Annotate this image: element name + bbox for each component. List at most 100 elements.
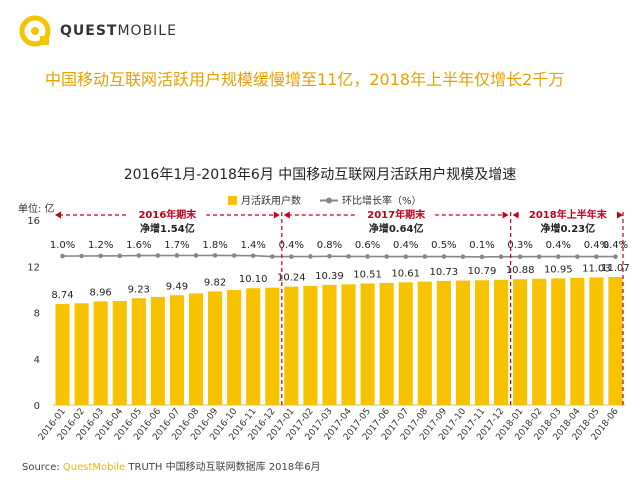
bar-value-label: 9.49 <box>166 281 188 292</box>
period-label-title: 2016年期末 <box>138 208 197 221</box>
bar <box>265 287 280 405</box>
bar <box>551 278 566 405</box>
y-tick-label: 12 <box>27 262 40 273</box>
bar-value-label: 10.39 <box>315 271 344 282</box>
growth-rate-point <box>498 254 504 260</box>
questmobile-logo-icon <box>19 15 51 47</box>
bar-value-label: 10.61 <box>391 268 420 279</box>
legend-bar-label: 月活跃用户数 <box>241 194 301 207</box>
bar-value-label: 9.23 <box>128 284 150 295</box>
growth-rate-point <box>575 254 580 259</box>
bar <box>494 279 509 405</box>
period-label-title: 2017年期末 <box>367 208 426 221</box>
page-headline: 中国移动互联网活跃用户规模缓慢增至11亿，2018年上半年仅增长2千万 <box>45 70 565 89</box>
growth-rate-point <box>594 254 599 259</box>
period-label-title: 2018年上半年末 <box>529 208 608 221</box>
growth-rate-point <box>403 254 409 259</box>
bar-value-label: 10.73 <box>430 267 459 278</box>
bar <box>112 300 127 405</box>
bar <box>169 295 184 405</box>
bar <box>417 281 432 405</box>
bar-value-label: 10.10 <box>239 274 268 285</box>
bar <box>131 298 146 405</box>
bar <box>608 277 623 405</box>
growth-rate-point <box>479 254 485 260</box>
bar-value-label: 10.88 <box>506 265 535 276</box>
growth-rate-point <box>79 253 84 259</box>
growth-rate-point <box>308 254 313 259</box>
bar-value-label: 8.74 <box>51 290 73 301</box>
bar <box>246 288 261 405</box>
period-label-delta: 净增1.54亿 <box>140 222 195 235</box>
period-arrow-left <box>55 211 61 219</box>
bar <box>589 277 604 405</box>
y-tick-label: 0 <box>34 401 40 412</box>
period-arrow-right <box>617 211 623 219</box>
growth-rate-point <box>212 253 218 258</box>
bar-value-label: 10.79 <box>468 266 497 277</box>
growth-rate-point <box>384 254 389 259</box>
period-label-backdrop <box>357 206 436 221</box>
bar <box>74 303 89 405</box>
growth-rate-label: 1.2% <box>88 240 113 251</box>
bar <box>188 293 204 405</box>
growth-rate-label: 1.0% <box>50 240 75 251</box>
bar-value-label: 11.03 <box>582 263 611 274</box>
growth-rate-point <box>250 253 256 259</box>
growth-rate-label: 1.8% <box>202 240 227 251</box>
growth-rate-point <box>155 253 161 258</box>
bar <box>208 291 223 405</box>
bar-value-label: 11.07 <box>601 263 630 274</box>
bar <box>55 303 70 405</box>
period-arrow-right <box>273 211 280 219</box>
source-note: Source: QuestMobile TRUTH 中国移动互联网数据库 201… <box>22 462 321 473</box>
period-label-backdrop <box>518 206 617 221</box>
y-tick-label: 8 <box>34 309 40 320</box>
period-arrow-left <box>512 211 519 219</box>
questmobile-logo: QUESTMOBILE <box>18 14 177 48</box>
growth-rate-point <box>555 254 561 259</box>
period-arrow-left <box>283 211 290 219</box>
bar <box>284 286 299 405</box>
growth-rate-point <box>536 254 542 259</box>
growth-rate-label: 0.5% <box>431 240 456 251</box>
bar-value-label: 10.24 <box>277 273 306 284</box>
bar-value-label: 10.51 <box>353 269 382 280</box>
y-axis-unit-label: 单位: 亿 <box>18 202 55 215</box>
growth-rate-point <box>136 253 142 258</box>
bar <box>379 282 394 405</box>
bar <box>532 278 547 405</box>
growth-rate-point <box>231 253 237 258</box>
growth-rate-point <box>269 254 275 259</box>
bar <box>513 279 528 405</box>
bar <box>227 289 242 405</box>
bar <box>398 282 413 405</box>
bar <box>455 280 470 405</box>
y-tick-label: 4 <box>34 355 40 366</box>
growth-rate-label: 1.6% <box>126 240 151 251</box>
bar <box>93 301 108 405</box>
period-label-backdrop <box>128 206 207 221</box>
bar <box>303 285 318 405</box>
y-tick-label: 16 <box>27 216 40 227</box>
growth-rate-label: 0.4% <box>393 240 418 251</box>
period-label-delta: 净增0.23亿 <box>540 222 595 235</box>
growth-rate-point <box>460 254 466 260</box>
bar <box>570 277 585 405</box>
growth-rate-label: 0.6% <box>355 240 380 251</box>
bar <box>322 284 337 405</box>
bar <box>436 280 451 405</box>
growth-rate-point <box>174 253 180 258</box>
growth-rate-label: 0.4% <box>603 240 628 251</box>
growth-rate-label: 0.3% <box>507 240 532 251</box>
growth-rate-point <box>517 254 523 260</box>
growth-rate-label: 0.4% <box>279 240 304 251</box>
bar <box>474 280 490 405</box>
growth-rate-label: 0.1% <box>469 240 494 251</box>
bar <box>341 284 356 405</box>
legend-bar-swatch <box>228 196 237 205</box>
growth-rate-point <box>613 254 618 259</box>
bar-value-label: 9.82 <box>204 277 226 288</box>
growth-rate-label: 1.7% <box>164 240 189 251</box>
